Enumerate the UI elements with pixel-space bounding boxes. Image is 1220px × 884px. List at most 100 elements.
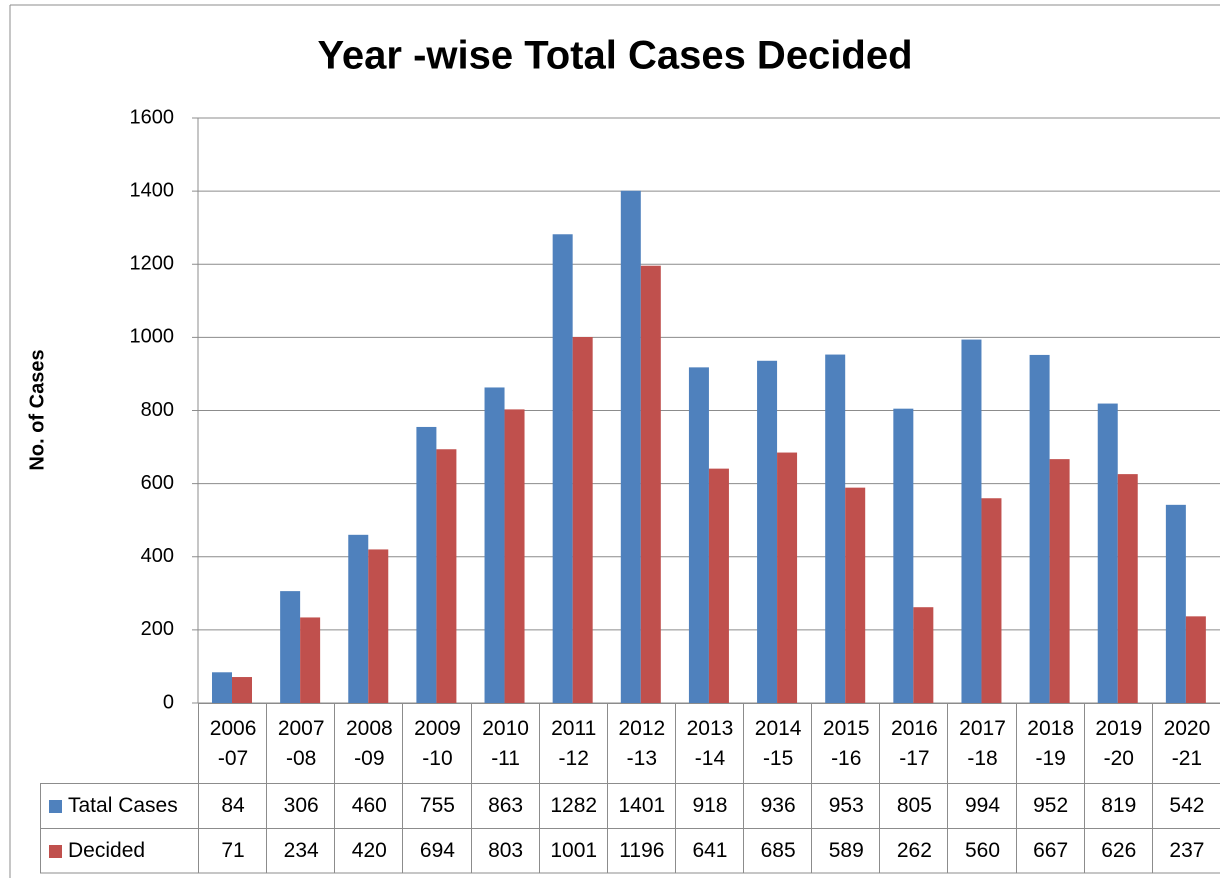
bar (893, 408, 914, 703)
bar (640, 265, 661, 703)
table-value: 262 (879, 828, 949, 873)
x-tick-label-text: 2011 -12 (551, 716, 597, 770)
legend-swatch (49, 844, 62, 858)
table-value: 1001 (538, 828, 608, 873)
table-value: 952 (1015, 783, 1085, 828)
bar (845, 487, 866, 703)
y-tick-label: 400 (141, 545, 174, 567)
table-value-text: 685 (760, 839, 796, 862)
x-tick-label-text: 2018 -19 (1027, 716, 1075, 770)
x-tick-label: 2009 -10 (402, 703, 472, 783)
table-value-text: 952 (1033, 794, 1069, 817)
bar (232, 677, 252, 703)
legend-label: Tatal Cases (68, 794, 178, 817)
bar (484, 387, 505, 703)
bar (1029, 354, 1050, 703)
chart-title: Year -wise Total Cases Decided (317, 34, 912, 78)
bar (825, 354, 846, 703)
x-tick-label-text: 2015 -16 (822, 716, 870, 770)
y-tick-label: 1000 (130, 326, 175, 348)
table-value-text: 994 (964, 794, 1001, 817)
table-value: 1196 (606, 828, 676, 873)
table-value-text: 694 (419, 839, 455, 862)
table-value-text: 953 (828, 794, 864, 817)
bar (757, 360, 778, 703)
y-axis-label: No. of Cases (26, 349, 48, 470)
y-tick-label: 600 (141, 472, 174, 494)
table-value: 460 (334, 783, 404, 828)
x-tick-label-text: 2009 -10 (414, 716, 461, 770)
x-tick-label: 2007 -08 (266, 703, 336, 783)
table-value: 71 (198, 828, 268, 873)
bar (620, 190, 641, 703)
bar (504, 409, 525, 703)
x-tick-label-text: 2006 -07 (209, 716, 257, 770)
bar (280, 591, 301, 703)
table-value: 953 (811, 783, 881, 828)
table-value: 542 (1151, 783, 1220, 828)
bar (300, 617, 321, 703)
x-tick-label: 2013 -14 (674, 703, 745, 783)
table-value: 819 (1083, 783, 1153, 828)
table-value-text: 1001 (550, 839, 598, 862)
table-value: 803 (470, 828, 540, 873)
table-value: 694 (402, 828, 472, 873)
bar (572, 337, 593, 703)
x-tick-label: 2019 -20 (1083, 703, 1153, 783)
x-tick-label-text: 2013 -14 (686, 716, 734, 770)
x-tick-label: 2015 -16 (811, 703, 881, 783)
bar (552, 234, 573, 704)
legend-swatch (49, 799, 62, 813)
table-value-text: 819 (1101, 794, 1137, 817)
table-value: 420 (334, 828, 404, 873)
bar (1049, 459, 1070, 703)
y-tick-label: 200 (141, 618, 174, 640)
bar (348, 534, 369, 703)
table-value: 641 (674, 828, 745, 873)
bar (212, 672, 232, 703)
table-value-text: 237 (1169, 839, 1205, 862)
bar (436, 449, 457, 703)
bar (961, 339, 982, 703)
table-value: 755 (402, 783, 472, 828)
x-tick-label-text: 2020 -21 (1163, 716, 1211, 770)
legend-label: Decided (68, 839, 146, 862)
x-tick-label-text: 2016 -17 (891, 716, 938, 770)
x-tick-label-text: 2012 -13 (618, 716, 666, 770)
bar (1097, 403, 1118, 703)
table-value: 589 (811, 828, 881, 873)
x-tick-label-text: 2007 -08 (277, 716, 325, 770)
x-tick-label: 2008 -09 (334, 703, 404, 783)
table-value: 994 (947, 783, 1017, 828)
x-tick-label: 2006 -07 (198, 703, 268, 783)
x-tick-label-text: 2019 -20 (1095, 716, 1143, 770)
x-tick-label: 2010 -11 (470, 703, 540, 783)
x-tick-label: 2017 -18 (947, 703, 1017, 783)
table-value-text: 262 (896, 839, 932, 862)
y-tick-label: 800 (141, 399, 174, 421)
table-value: 560 (947, 828, 1017, 873)
table-value: 237 (1151, 828, 1220, 873)
table-value: 685 (743, 828, 813, 873)
bar (777, 452, 798, 703)
table-value-text: 234 (283, 839, 319, 862)
table-value: 84 (198, 783, 268, 828)
table-value-text: 803 (488, 839, 524, 862)
x-tick-label: 2016 -17 (879, 703, 949, 783)
y-tick-label: 1200 (130, 253, 175, 275)
bar (1165, 504, 1186, 703)
table-value-text: 560 (964, 839, 1001, 862)
x-tick-label: 2020 -21 (1151, 703, 1220, 783)
x-tick-label: 2018 -19 (1015, 703, 1085, 783)
bar (1185, 616, 1206, 703)
table-value-text: 306 (283, 794, 319, 817)
table-value-text: 420 (351, 839, 387, 862)
x-tick-label: 2014 -15 (743, 703, 813, 783)
table-value: 626 (1083, 828, 1153, 873)
legend-item: Tatal Cases (40, 783, 199, 828)
table-value: 667 (1015, 828, 1085, 873)
x-tick-label: 2011 -12 (538, 703, 608, 783)
bar (416, 426, 437, 703)
x-tick-label-text: 2017 -18 (959, 716, 1006, 770)
